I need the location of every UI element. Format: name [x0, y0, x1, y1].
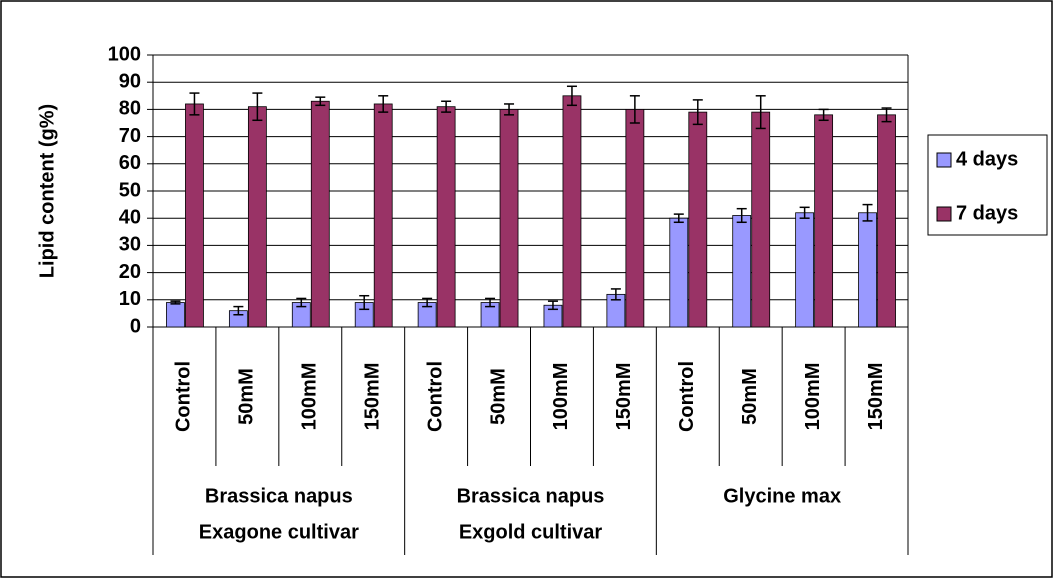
error-bar	[736, 207, 747, 224]
error-bar	[818, 108, 829, 122]
bar	[499, 109, 519, 328]
y-tick-label: 60	[119, 152, 141, 174]
legend-swatch	[936, 206, 952, 222]
x-tick-label: 150mM	[865, 363, 887, 431]
error-bar	[485, 297, 496, 308]
bar	[669, 217, 689, 328]
error-bar	[378, 95, 389, 113]
bar	[732, 215, 752, 328]
group-label: Brassica napus	[457, 485, 605, 507]
bar	[858, 212, 877, 328]
y-tick-label: 80	[119, 98, 141, 120]
x-tick-label: 50mM	[487, 368, 509, 425]
y-tick-label: 20	[119, 261, 141, 283]
error-bar	[799, 206, 810, 219]
y-tick-label: 90	[119, 70, 141, 92]
x-tick-label: 100mM	[299, 363, 321, 431]
x-tick-label: 100mM	[550, 363, 572, 431]
y-tick-label: 0	[130, 315, 141, 337]
x-tick-label: 150mM	[361, 363, 383, 431]
legend-label: 7 days	[956, 202, 1018, 224]
bar	[310, 100, 330, 328]
error-bar	[862, 203, 873, 222]
group-label: Brassica napus	[205, 485, 353, 507]
x-tick-label: 50mM	[236, 368, 258, 425]
error-bar	[881, 107, 892, 123]
bar	[688, 111, 708, 328]
y-tick-label: 30	[119, 234, 141, 256]
group-label: Glycine max	[723, 485, 841, 507]
error-bar	[755, 95, 766, 130]
x-tick-label: Control	[424, 361, 446, 432]
x-tick-label: Control	[173, 361, 195, 432]
bar	[625, 109, 645, 328]
error-bar	[315, 96, 326, 107]
bar	[373, 103, 393, 328]
bar	[247, 106, 267, 328]
y-tick-label: 100	[108, 43, 141, 65]
legend-label: 4 days	[956, 148, 1018, 170]
legend-swatch	[936, 152, 952, 168]
y-tick-label: 70	[119, 125, 141, 147]
group-label: Exgold cultivar	[459, 521, 603, 543]
error-bar	[566, 85, 577, 107]
error-bar	[441, 100, 452, 113]
error-bar	[629, 95, 640, 124]
group-label: Exagone cultivar	[199, 521, 359, 543]
x-tick-label: 100mM	[802, 363, 824, 431]
error-bar	[359, 294, 370, 311]
error-bar	[610, 288, 621, 301]
y-tick-label: 40	[119, 206, 141, 228]
bar	[166, 302, 185, 328]
x-tick-label: 50mM	[739, 368, 761, 425]
y-tick-label: 50	[119, 179, 141, 201]
error-bar	[547, 300, 558, 311]
error-bar	[233, 305, 244, 316]
bar	[562, 95, 582, 328]
legend-box	[927, 134, 1048, 236]
bar	[436, 106, 456, 328]
y-tick-label: 10	[119, 288, 141, 310]
y-axis-label: Lipid content (g%)	[36, 104, 58, 278]
bar	[795, 212, 815, 328]
error-bar	[189, 92, 200, 116]
bar	[751, 111, 771, 328]
bar	[814, 114, 834, 328]
error-bar	[673, 213, 684, 224]
bar	[185, 103, 204, 328]
error-bar	[422, 297, 433, 308]
error-bar	[252, 92, 263, 122]
bar	[877, 114, 896, 328]
error-bar	[170, 300, 181, 305]
x-tick-label: 150mM	[613, 363, 635, 431]
x-tick-label: Control	[676, 361, 698, 432]
error-bar	[296, 297, 307, 308]
error-bar	[504, 103, 515, 116]
error-bar	[692, 99, 703, 126]
